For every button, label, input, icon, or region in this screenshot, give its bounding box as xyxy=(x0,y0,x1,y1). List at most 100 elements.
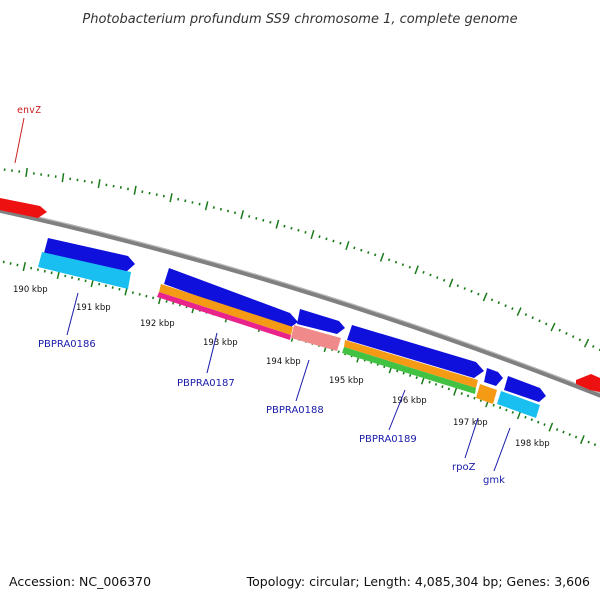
kbp-label-191: 191 kbp xyxy=(76,303,111,313)
outer-ring-minor-tick xyxy=(490,298,494,302)
kbp-label-197: 197 kbp xyxy=(453,418,488,428)
outer-ring-minor-tick xyxy=(463,287,466,290)
gene-pbpra0189-green-bar[interactable] xyxy=(342,347,476,394)
gene-label-pbpra0189[interactable]: PBPRA0189 xyxy=(359,434,417,445)
outer-ring-minor-tick xyxy=(367,251,370,254)
inner-ring-minor-tick xyxy=(138,292,141,296)
gene-pbpra0187-orange-bar[interactable] xyxy=(159,284,293,335)
inner-ring-minor-tick xyxy=(473,396,476,400)
inner-ring-minor-tick xyxy=(428,380,431,384)
inner-ring-minor-tick xyxy=(118,287,121,291)
outer-ring-minor-tick xyxy=(219,207,222,211)
gene-label-envz[interactable]: envZ xyxy=(17,105,41,116)
outer-ring-minor-tick xyxy=(212,206,215,209)
gene-pbpra0188-bar[interactable] xyxy=(291,325,341,351)
leader-gmk xyxy=(493,427,511,472)
inner-ring-minor-tick xyxy=(466,394,470,398)
outer-ring-minor-tick xyxy=(198,202,201,206)
outer-ring-minor-tick xyxy=(191,201,194,204)
inner-ring-minor-tick xyxy=(77,277,80,281)
outer-ring-minor-tick xyxy=(578,338,582,342)
inner-ring-minor-tick xyxy=(104,284,107,288)
outer-ring-minor-tick xyxy=(304,230,307,234)
outer-ring-major-tick xyxy=(97,179,101,189)
gene-label-pbpra0186[interactable]: PBPRA0186 xyxy=(38,339,96,350)
inner-ring-minor-tick xyxy=(447,387,451,391)
kbp-label-194: 194 kbp xyxy=(266,357,301,367)
outer-ring-minor-tick xyxy=(269,220,272,224)
outer-ring-minor-tick xyxy=(226,209,230,213)
inner-ring-minor-tick xyxy=(152,296,155,300)
inner-ring-minor-tick xyxy=(524,415,527,419)
outer-ring-minor-tick xyxy=(429,273,432,277)
outer-ring-minor-tick xyxy=(565,331,568,335)
inner-ring-minor-tick xyxy=(9,262,12,265)
outer-ring-major-tick xyxy=(204,201,209,211)
outer-ring-major-tick xyxy=(169,193,173,203)
gene-label-rpoz[interactable]: rpoZ xyxy=(452,462,476,473)
inner-ring-minor-tick xyxy=(172,301,175,305)
cds-pbpra0186-feature[interactable] xyxy=(44,238,135,272)
outer-ring-minor-tick xyxy=(290,226,293,230)
cds-envz-feature[interactable] xyxy=(0,196,47,218)
cds-pbpra0189-feature[interactable] xyxy=(347,325,484,378)
outer-ring-minor-tick xyxy=(422,270,425,274)
cds-rpoz-feature[interactable] xyxy=(484,368,503,386)
inner-ring-minor-tick xyxy=(530,418,534,422)
kbp-label-192: 192 kbp xyxy=(140,319,175,329)
outer-ring-minor-tick xyxy=(360,248,363,252)
gene-pbpra0186-bar[interactable] xyxy=(38,252,131,289)
outer-ring-minor-tick xyxy=(141,190,144,194)
inner-ring-minor-tick xyxy=(568,433,571,436)
cds-pbpra0187-feature[interactable] xyxy=(164,268,298,329)
inner-ring-minor-tick xyxy=(337,350,340,354)
outer-ring-minor-tick xyxy=(408,265,411,269)
outer-ring-minor-tick xyxy=(524,313,528,317)
kbp-label-196: 196 kbp xyxy=(392,396,427,406)
outer-ring-minor-tick xyxy=(571,335,575,339)
leader-pbpra0186 xyxy=(66,292,79,336)
gene-rpoz-bar[interactable] xyxy=(476,384,497,404)
kbp-label-195: 195 kbp xyxy=(329,376,364,386)
outer-ring-major-tick xyxy=(448,278,454,288)
inner-ring-minor-tick xyxy=(64,274,67,278)
inner-ring-minor-tick xyxy=(84,279,87,283)
outer-ring-minor-tick xyxy=(558,328,561,332)
cds-gmk-feature[interactable] xyxy=(504,376,546,402)
inner-ring-minor-tick xyxy=(587,440,590,444)
outer-ring-minor-tick xyxy=(511,307,514,311)
cds-pbpra0188-feature[interactable] xyxy=(297,309,345,334)
outer-ring-minor-tick xyxy=(442,278,446,282)
outer-ring-minor-tick xyxy=(148,191,151,195)
outer-ring-minor-tick xyxy=(374,253,377,257)
inner-ring-minor-tick xyxy=(30,266,33,270)
outer-ring-major-tick xyxy=(310,229,315,240)
outer-ring-minor-tick xyxy=(255,216,258,220)
gene-label-pbpra0187[interactable]: PBPRA0187 xyxy=(177,378,235,389)
inner-ring-major-tick xyxy=(453,386,458,396)
outer-ring-minor-tick xyxy=(325,237,328,241)
gene-gmk-bar[interactable] xyxy=(497,391,540,418)
inner-ring-minor-tick xyxy=(498,406,502,410)
outer-ring-minor-tick xyxy=(318,235,321,239)
outer-ring-minor-tick xyxy=(155,193,158,196)
outer-ring-major-tick xyxy=(516,307,522,317)
inner-ring-minor-tick xyxy=(43,269,46,273)
cds-right-edge-feature[interactable] xyxy=(576,374,600,392)
outer-ring-major-tick xyxy=(240,210,245,220)
outer-ring-minor-tick xyxy=(394,260,398,264)
accession-text: Accession: NC_006370 xyxy=(9,574,151,589)
gene-label-gmk[interactable]: gmk xyxy=(483,475,505,486)
inner-ring-major-tick xyxy=(22,262,27,272)
outer-ring-minor-tick xyxy=(544,322,548,326)
inner-ring-minor-tick xyxy=(415,376,418,380)
inner-ring-minor-tick xyxy=(111,286,114,289)
gene-pbpra0189-orange-bar[interactable] xyxy=(344,340,478,388)
leader-envz xyxy=(14,117,25,164)
inner-ring-minor-tick xyxy=(145,294,148,298)
gene-pbpra0187-pink-bar[interactable] xyxy=(157,292,291,340)
gene-label-pbpra0188[interactable]: PBPRA0188 xyxy=(266,405,324,416)
inner-ring-minor-tick xyxy=(593,443,597,447)
outer-ring-minor-tick xyxy=(248,215,251,218)
outer-ring-major-tick xyxy=(133,185,137,195)
